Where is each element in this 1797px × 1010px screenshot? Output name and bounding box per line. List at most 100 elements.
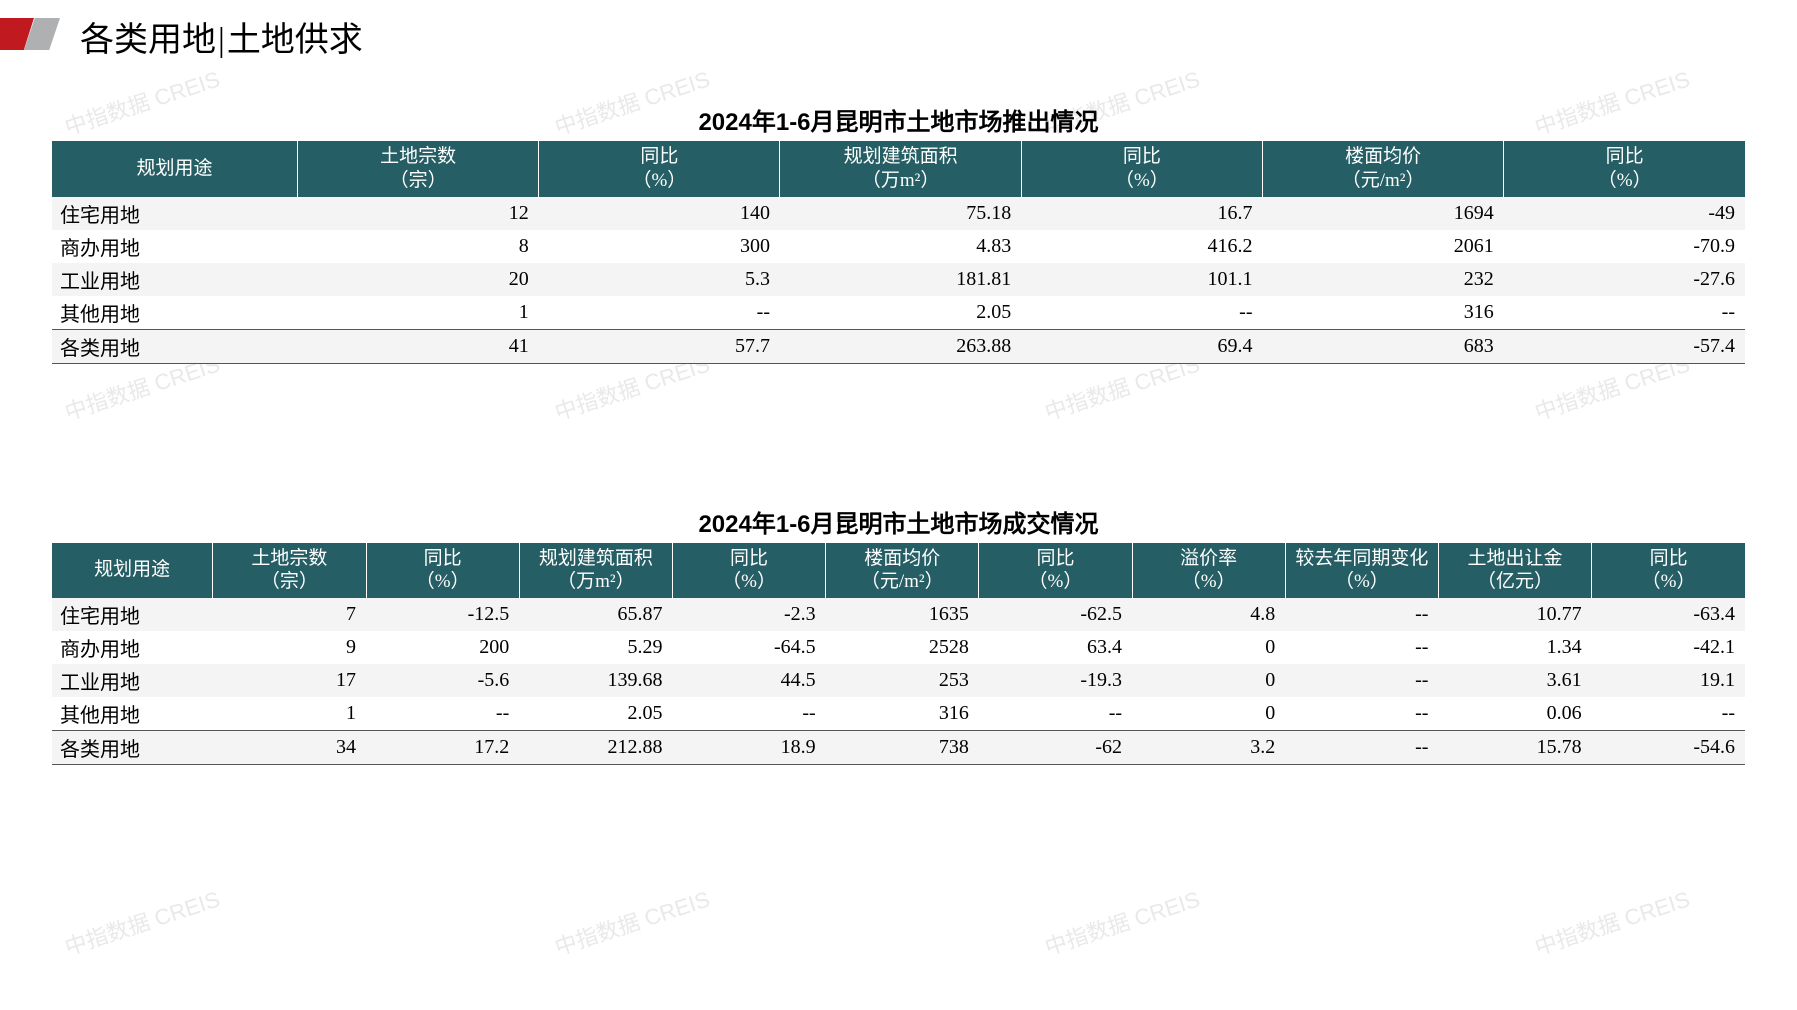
table-row: 其他用地1--2.05--316-- <box>52 296 1745 330</box>
table-cell: 12 <box>297 197 538 230</box>
deal-section: 2024年1-6月昆明市土地市场成交情况 规划用途土地宗数（宗）同比（%）规划建… <box>52 504 1745 766</box>
table-cell: 1694 <box>1262 197 1503 230</box>
table-row: 商办用地92005.29-64.5252863.40--1.34-42.1 <box>52 631 1745 664</box>
table-cell: 300 <box>539 230 780 263</box>
table-cell: 181.81 <box>780 263 1021 296</box>
page-header: 各类用地|土地供求 <box>0 0 1797 60</box>
table-header-cell: 同比（%） <box>672 543 825 599</box>
table-row: 其他用地1--2.05--316--0--0.06-- <box>52 697 1745 731</box>
table-row: 住宅用地7-12.565.87-2.31635-62.54.8--10.77-6… <box>52 598 1745 631</box>
table-header-cell: 溢价率（%） <box>1132 543 1285 599</box>
table-cell: 75.18 <box>780 197 1021 230</box>
table-cell: 232 <box>1262 263 1503 296</box>
table-cell: 2061 <box>1262 230 1503 263</box>
table-cell: -57.4 <box>1504 329 1745 363</box>
table-header-cell: 楼面均价（元/m²） <box>1262 141 1503 197</box>
table-header-cell: 规划用途 <box>52 543 213 599</box>
table-cell: 57.7 <box>539 329 780 363</box>
table-cell: 253 <box>826 664 979 697</box>
table-cell: -- <box>1021 296 1262 330</box>
row-label-cell: 其他用地 <box>52 697 213 731</box>
table-cell: -- <box>1285 697 1438 731</box>
table-cell: -49 <box>1504 197 1745 230</box>
table-cell: 316 <box>826 697 979 731</box>
row-label-cell: 住宅用地 <box>52 598 213 631</box>
table-cell: 0 <box>1132 631 1285 664</box>
table-cell: 3.2 <box>1132 731 1285 765</box>
table-header-cell: 规划建筑面积（万m²） <box>780 141 1021 197</box>
row-label-cell: 其他用地 <box>52 296 297 330</box>
table-cell: 3.61 <box>1438 664 1591 697</box>
row-label-cell: 住宅用地 <box>52 197 297 230</box>
table-header-cell: 同比（%） <box>979 543 1132 599</box>
row-label-cell: 商办用地 <box>52 631 213 664</box>
title-right: 土地供求 <box>227 22 363 59</box>
table-cell: 0 <box>1132 697 1285 731</box>
table-cell: -- <box>1285 664 1438 697</box>
table-cell: -27.6 <box>1504 263 1745 296</box>
row-label-cell: 各类用地 <box>52 731 213 765</box>
watermark-text: 中指数据 CREIS <box>1040 882 1203 962</box>
table-cell: 1.34 <box>1438 631 1591 664</box>
supply-table: 规划用途土地宗数（宗）同比（%）规划建筑面积（万m²）同比（%）楼面均价（元/m… <box>52 141 1745 364</box>
row-label-cell: 各类用地 <box>52 329 297 363</box>
row-label-cell: 工业用地 <box>52 664 213 697</box>
title-left: 各类用地 <box>80 22 216 59</box>
table-cell: 1 <box>297 296 538 330</box>
deal-table-title: 2024年1-6月昆明市土地市场成交情况 <box>52 504 1745 539</box>
row-label-cell: 工业用地 <box>52 263 297 296</box>
page-title: 各类用地|土地供求 <box>80 12 363 61</box>
table-row: 住宅用地1214075.1816.71694-49 <box>52 197 1745 230</box>
table-cell: 2.05 <box>519 697 672 731</box>
table-header-cell: 规划建筑面积（万m²） <box>519 543 672 599</box>
table-cell: -- <box>1285 631 1438 664</box>
deal-table: 规划用途土地宗数（宗）同比（%）规划建筑面积（万m²）同比（%）楼面均价（元/m… <box>52 543 1745 766</box>
table-cell: 63.4 <box>979 631 1132 664</box>
table-cell: 738 <box>826 731 979 765</box>
table-cell: -62.5 <box>979 598 1132 631</box>
table-cell: -- <box>366 697 519 731</box>
table-cell: -5.6 <box>366 664 519 697</box>
table-cell: 4.83 <box>780 230 1021 263</box>
table-header-cell: 土地宗数（宗） <box>297 141 538 197</box>
table-row: 商办用地83004.83416.22061-70.9 <box>52 230 1745 263</box>
table-cell: 18.9 <box>672 731 825 765</box>
table-cell: 8 <box>297 230 538 263</box>
table-cell: 41 <box>297 329 538 363</box>
table-cell: 101.1 <box>1021 263 1262 296</box>
table-header-cell: 同比（%） <box>1504 141 1745 197</box>
table-cell: 683 <box>1262 329 1503 363</box>
table-cell: -54.6 <box>1592 731 1745 765</box>
table-cell: 69.4 <box>1021 329 1262 363</box>
table-cell: 1 <box>213 697 366 731</box>
table-cell: 34 <box>213 731 366 765</box>
table-row: 各类用地3417.2212.8818.9738-623.2--15.78-54.… <box>52 731 1745 765</box>
watermark-text: 中指数据 CREIS <box>550 882 713 962</box>
table-cell: -70.9 <box>1504 230 1745 263</box>
table-cell: -64.5 <box>672 631 825 664</box>
table-header-cell: 同比（%） <box>1021 141 1262 197</box>
table-cell: -12.5 <box>366 598 519 631</box>
row-label-cell: 商办用地 <box>52 230 297 263</box>
table-header-cell: 同比（%） <box>1592 543 1745 599</box>
watermark-text: 中指数据 CREIS <box>60 882 223 962</box>
table-cell: -- <box>1285 731 1438 765</box>
table-cell: 44.5 <box>672 664 825 697</box>
table-cell: 416.2 <box>1021 230 1262 263</box>
table-cell: 7 <box>213 598 366 631</box>
table-cell: -- <box>1504 296 1745 330</box>
table-cell: 4.8 <box>1132 598 1285 631</box>
table-cell: 212.88 <box>519 731 672 765</box>
table-cell: 17.2 <box>366 731 519 765</box>
table-cell: 17 <box>213 664 366 697</box>
table-cell: 16.7 <box>1021 197 1262 230</box>
table-cell: 9 <box>213 631 366 664</box>
table-cell: 200 <box>366 631 519 664</box>
table-cell: 139.68 <box>519 664 672 697</box>
header-accent <box>0 18 60 50</box>
table-cell: 5.3 <box>539 263 780 296</box>
table-cell: -19.3 <box>979 664 1132 697</box>
table-cell: 0.06 <box>1438 697 1591 731</box>
table-header-cell: 土地宗数（宗） <box>213 543 366 599</box>
table-cell: -- <box>672 697 825 731</box>
